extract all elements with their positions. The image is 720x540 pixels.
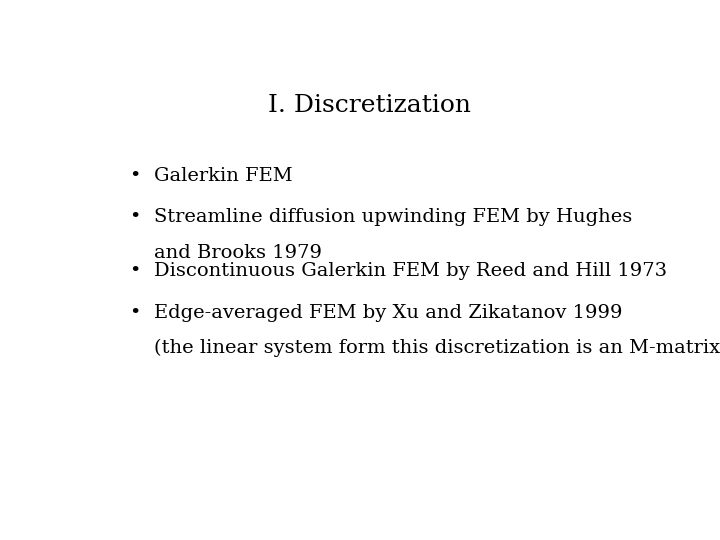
Text: •: •: [129, 208, 140, 226]
Text: Edge-averaged FEM by Xu and Zikatanov 1999: Edge-averaged FEM by Xu and Zikatanov 19…: [154, 304, 623, 322]
Text: •: •: [129, 167, 140, 185]
Text: Discontinuous Galerkin FEM by Reed and Hill 1973: Discontinuous Galerkin FEM by Reed and H…: [154, 262, 667, 280]
Text: (the linear system form this discretization is an M-matrix): (the linear system form this discretizat…: [154, 339, 720, 357]
Text: I. Discretization: I. Discretization: [268, 94, 470, 117]
Text: and Brooks 1979: and Brooks 1979: [154, 244, 322, 261]
Text: •: •: [129, 304, 140, 322]
Text: •: •: [129, 262, 140, 280]
Text: Galerkin FEM: Galerkin FEM: [154, 167, 293, 185]
Text: Streamline diffusion upwinding FEM by Hughes: Streamline diffusion upwinding FEM by Hu…: [154, 208, 632, 226]
